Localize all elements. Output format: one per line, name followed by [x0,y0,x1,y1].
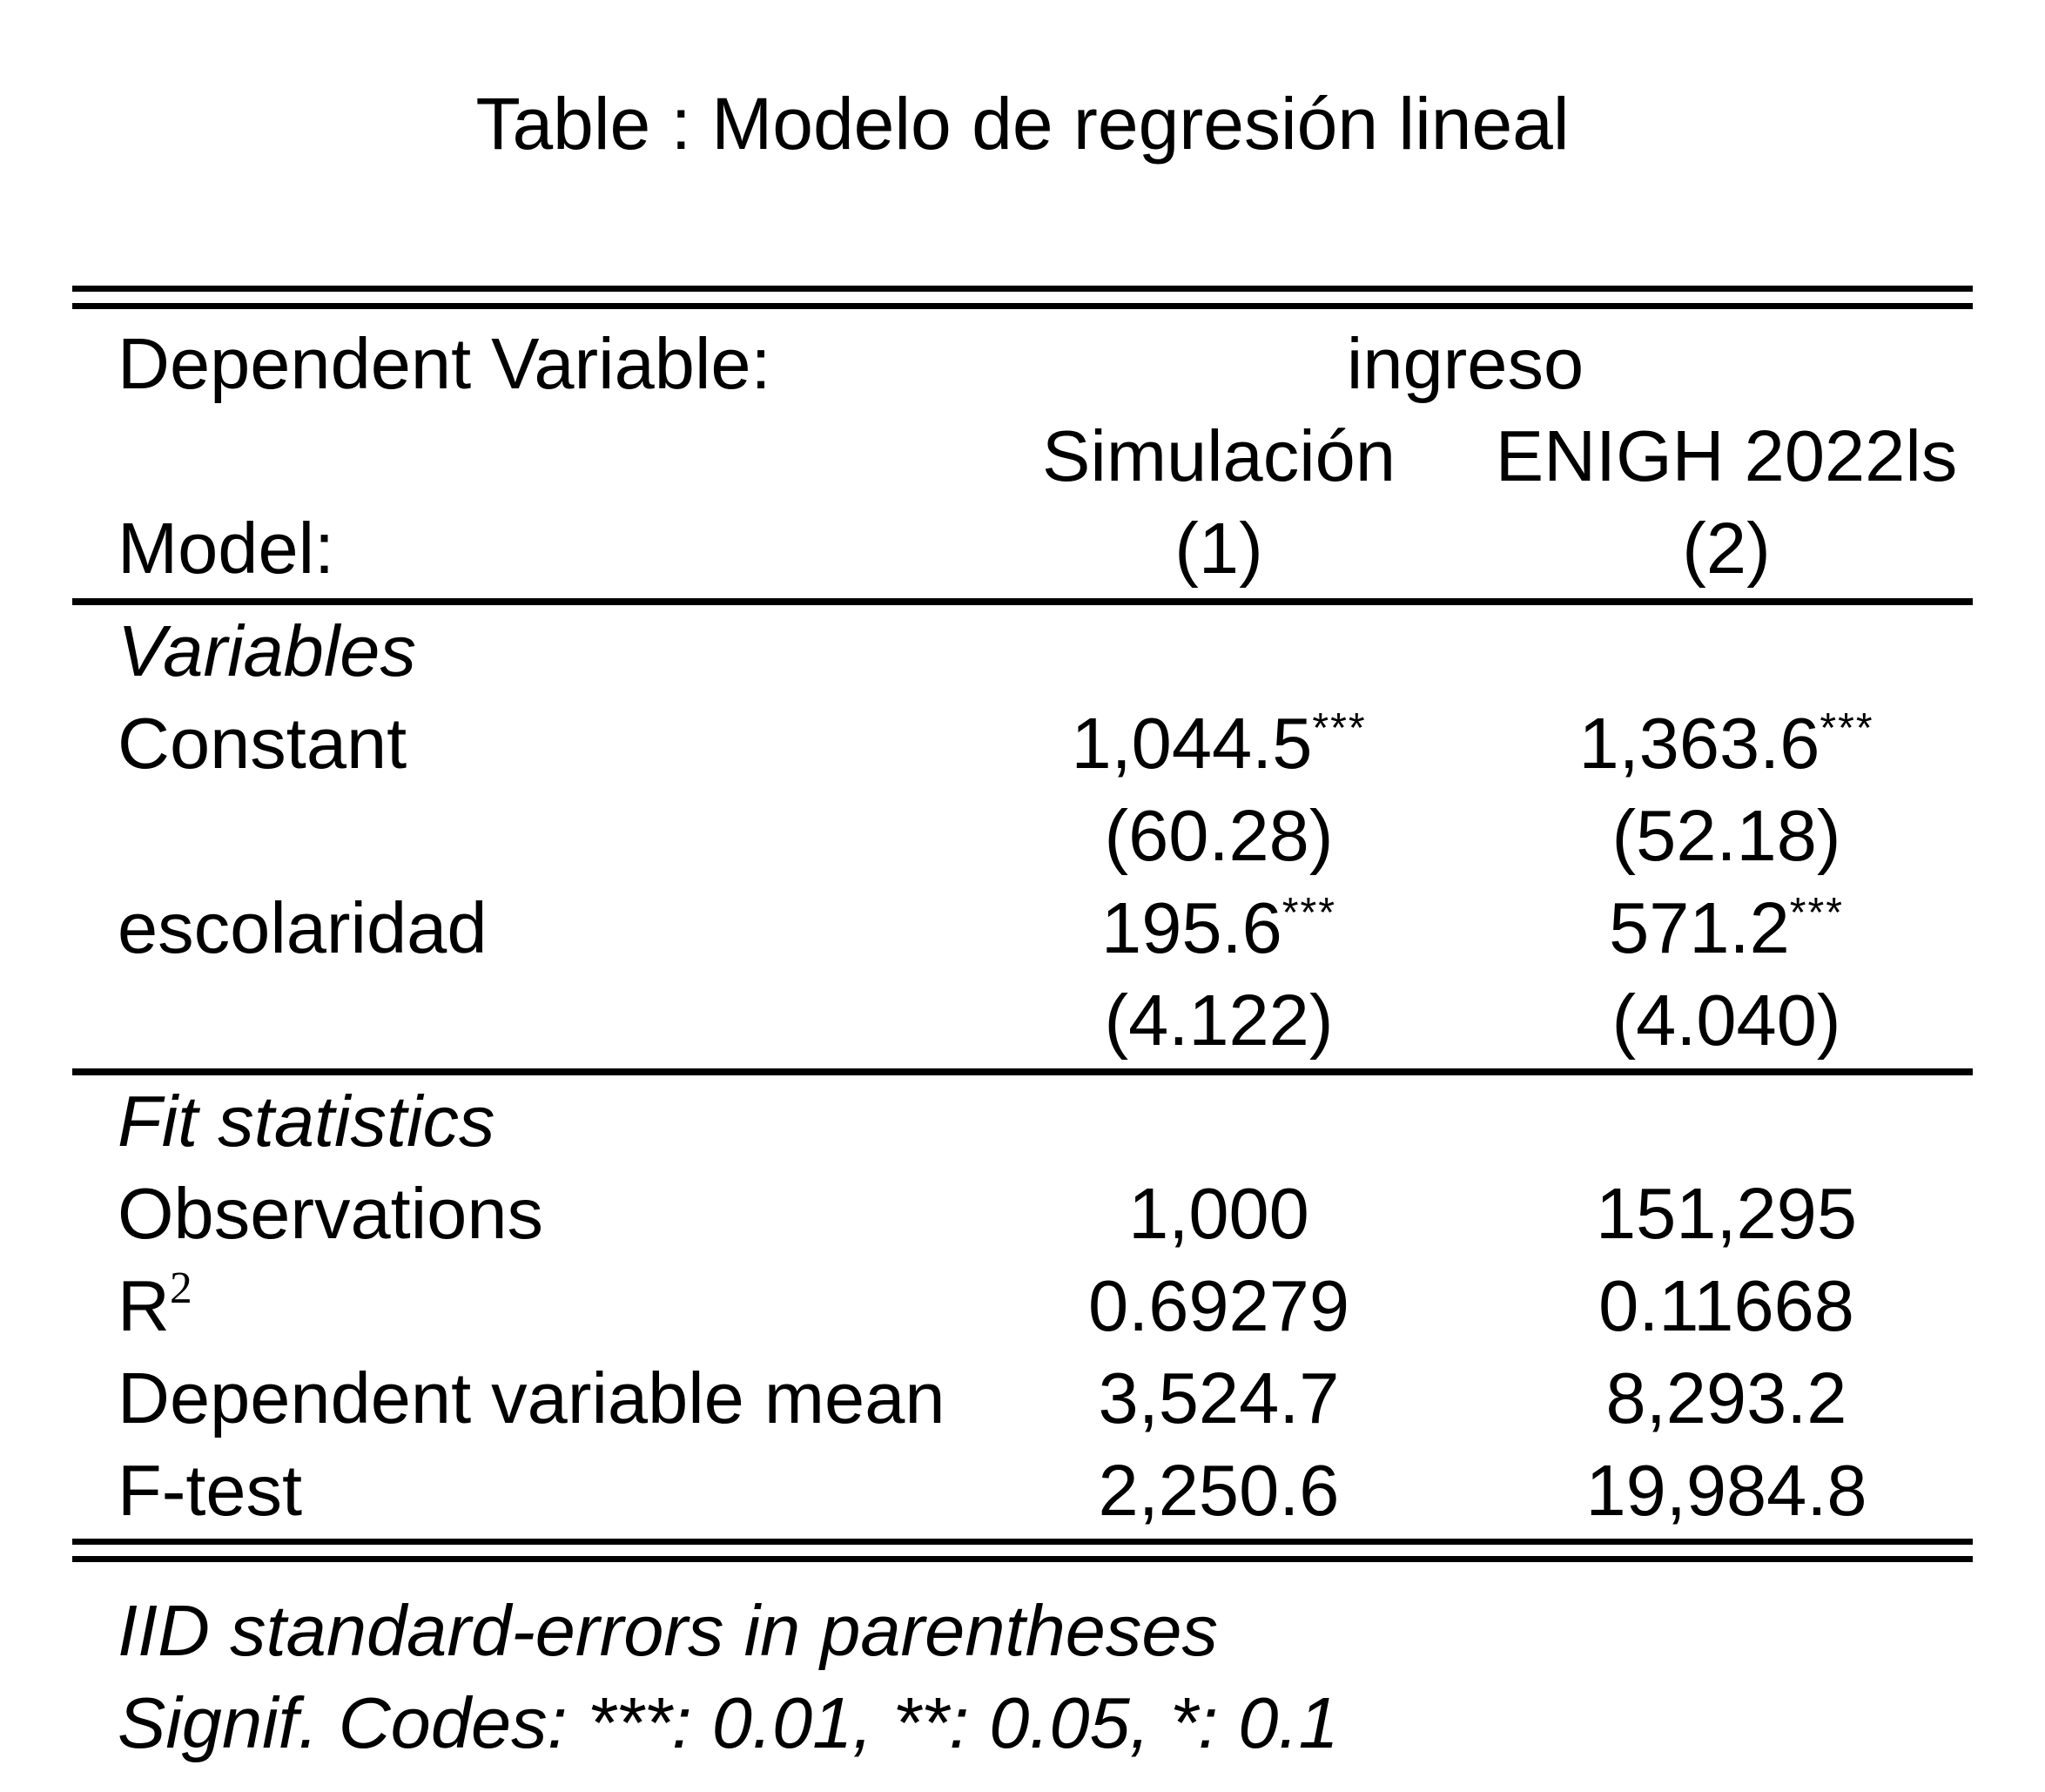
fit-statistics-heading: Fit statistics [118,1081,495,1162]
fit-label-observations: Observations [118,1173,544,1254]
fit-value: 1,000 [1128,1173,1309,1254]
footnote-standard-errors: IID standard-errors in parentheses [118,1590,1219,1671]
model-1-number: (1) [1174,508,1263,589]
r-squared-exponent: 2 [169,1263,192,1314]
coef-value: 1,044.5*** [958,697,1480,790]
table-row-model-names: Simulación ENIGH 2022ls [72,410,1973,502]
coef-number: 1,363.6 [1578,703,1820,784]
table-row-section-heading: Fit statistics [72,1075,1973,1168]
model-2-name: ENIGH 2022ls [1495,415,1958,496]
table-row-section-heading: Variables [72,605,1973,697]
table-row-standard-errors: (60.28) (52.18) [72,790,1973,882]
coef-number: 1,044.5 [1071,703,1313,784]
fit-value: 0.69279 [1087,1265,1350,1346]
model-2-number: (2) [1682,508,1771,589]
regression-table: Table : Modelo de regresión lineal Depen… [72,80,1973,1769]
table-row-coefficient: Constant 1,044.5*** 1,363.6*** [72,697,1973,790]
fit-value: 151,295 [1595,1173,1858,1254]
table-row-fit-stat: Observations 1,000 151,295 [72,1168,1973,1260]
empty-cell [72,790,958,882]
fit-value: 8,293.2 [1605,1357,1847,1438]
fit-value: 2,250.6 [1098,1450,1340,1531]
fit-label-r-squared: R2 [72,1260,958,1352]
coef-number: 195.6 [1101,887,1282,968]
empty-cell [72,410,958,502]
header-section: Dependent Variable: ingreso Simulación E… [72,318,1973,595]
bottom-double-rule [72,1539,1973,1562]
coef-number: 571.2 [1609,887,1790,968]
variables-section: Variables Constant 1,044.5*** 1,363.6***… [72,605,1973,1067]
coef-label-escolaridad: escolaridad [118,887,488,968]
coef-value: 1,363.6*** [1480,697,1973,790]
empty-cell [72,974,958,1067]
se-value: (60.28) [1104,795,1334,876]
table-row-standard-errors: (4.122) (4.040) [72,974,1973,1067]
table-footnotes: IID standard-errors in parentheses Signi… [72,1585,1973,1769]
fit-value: 19,984.8 [1585,1450,1867,1531]
r-squared-base: R [118,1265,170,1346]
significance-stars: *** [1281,889,1336,937]
variables-heading: Variables [118,610,416,691]
se-value: (52.18) [1611,795,1841,876]
dependent-variable-label: Dependent Variable: [118,323,771,404]
fit-label-dependent-variable-mean: Dependent variable mean [118,1357,945,1438]
top-double-rule [72,286,1973,309]
significance-stars: *** [1312,704,1367,752]
fit-label-f-test: F-test [118,1450,303,1531]
se-value: (4.122) [1104,980,1334,1061]
fit-value: 3,524.7 [1098,1357,1340,1438]
significance-stars: *** [1820,704,1874,752]
midrule-after-variables [72,1068,1973,1075]
dependent-variable-value: ingreso [1346,323,1584,404]
table-row-coefficient: escolaridad 195.6*** 571.2*** [72,882,1973,974]
model-1-name: Simulación [1042,415,1396,496]
table-row-fit-stat: Dependent variable mean 3,524.7 8,293.2 [72,1352,1973,1445]
table-row-dependent-variable: Dependent Variable: ingreso [72,318,1973,410]
significance-stars: *** [1789,889,1844,937]
coef-label-constant: Constant [118,703,407,784]
table-row-fit-stat: R2 0.69279 0.11668 [72,1260,1973,1352]
table-row-fit-stat: F-test 2,250.6 19,984.8 [72,1445,1973,1537]
midrule-after-header [72,598,1973,605]
model-label: Model: [118,508,335,589]
table-row-model-numbers: Model: (1) (2) [72,502,1973,595]
coef-value: 195.6*** [958,882,1480,974]
se-value: (4.040) [1611,980,1841,1061]
footnote-signif-codes: Signif. Codes: ***: 0.01, **: 0.05, *: 0… [118,1682,1339,1763]
table-title: Table : Modelo de regresión lineal [475,83,1570,165]
fit-value: 0.11668 [1598,1265,1854,1346]
coef-value: 571.2*** [1480,882,1973,974]
fit-statistics-section: Fit statistics Observations 1,000 151,29… [72,1075,1973,1537]
